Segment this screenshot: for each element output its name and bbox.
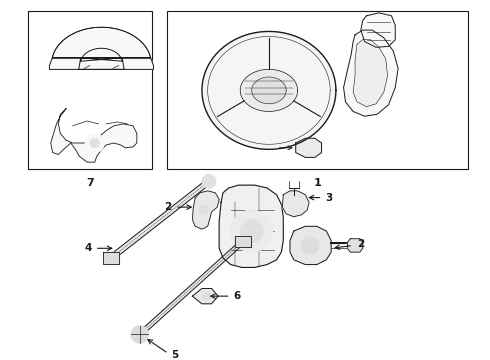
Polygon shape bbox=[361, 13, 395, 47]
Polygon shape bbox=[193, 191, 219, 229]
Polygon shape bbox=[49, 27, 153, 69]
Bar bbox=[167, 11, 468, 169]
Polygon shape bbox=[219, 185, 283, 267]
Circle shape bbox=[90, 138, 99, 148]
Circle shape bbox=[231, 210, 273, 252]
Circle shape bbox=[131, 326, 148, 343]
Polygon shape bbox=[347, 239, 363, 252]
Text: 4: 4 bbox=[84, 243, 92, 253]
Circle shape bbox=[199, 205, 209, 215]
Circle shape bbox=[202, 175, 216, 188]
Polygon shape bbox=[235, 236, 250, 247]
Text: 2: 2 bbox=[357, 239, 364, 248]
Polygon shape bbox=[51, 109, 137, 162]
Polygon shape bbox=[240, 69, 297, 112]
Text: 3: 3 bbox=[325, 193, 333, 203]
Text: 2: 2 bbox=[164, 202, 171, 212]
Polygon shape bbox=[252, 77, 286, 104]
Text: 1: 1 bbox=[314, 179, 321, 188]
Text: 7: 7 bbox=[86, 179, 94, 188]
Polygon shape bbox=[282, 191, 309, 217]
Polygon shape bbox=[138, 240, 245, 336]
Polygon shape bbox=[202, 31, 336, 149]
Text: 5: 5 bbox=[172, 351, 178, 360]
Bar bbox=[28, 11, 152, 169]
Polygon shape bbox=[343, 30, 398, 116]
Polygon shape bbox=[193, 288, 218, 304]
Polygon shape bbox=[353, 40, 388, 107]
Circle shape bbox=[240, 220, 263, 243]
Circle shape bbox=[203, 292, 211, 300]
Circle shape bbox=[301, 237, 319, 254]
Polygon shape bbox=[103, 252, 119, 264]
Polygon shape bbox=[290, 226, 331, 265]
Text: 6: 6 bbox=[234, 291, 241, 301]
Polygon shape bbox=[296, 138, 321, 157]
Polygon shape bbox=[109, 179, 211, 260]
Circle shape bbox=[85, 134, 104, 153]
